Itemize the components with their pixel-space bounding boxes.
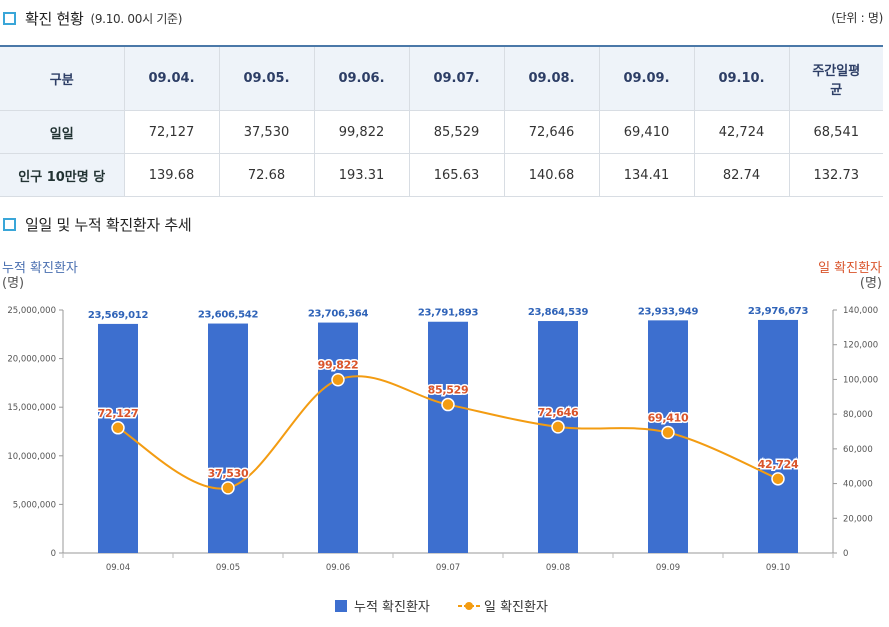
right-tick-label: 40,000 [843,480,873,490]
daily-value-label: 37,530 [208,467,249,480]
table-cell: 85,529 [408,110,505,154]
right-axis-label: 일 확진환자 [818,261,882,276]
bar-value-label: 23,976,673 [748,306,809,317]
x-tick-label: 09.06 [326,563,350,573]
section-title: 확진 현황 [25,10,84,28]
unit-label: (단위 : 명) [831,11,883,25]
stats-table: 구분 09.04. 09.05. 09.06. 09.07. 09.08. 09… [0,45,883,197]
table-row: 일일 72,127 37,530 99,822 85,529 72,646 69… [0,110,883,154]
right-tick-label: 80,000 [843,410,873,420]
square-bullet-icon [3,218,16,231]
table-cell: 140.68 [503,153,600,197]
x-tick-label: 09.08 [546,563,570,573]
table-cell: 72,127 [123,110,220,154]
right-axis-unit: (명) [860,276,882,291]
bar-cumulative [318,322,358,553]
x-tick-label: 09.09 [656,563,680,573]
right-tick-label: 20,000 [843,514,873,524]
table-cell: 42,724 [693,110,790,154]
right-tick-label: 0 [843,549,848,559]
table-header-cell: 구분 [0,45,125,111]
daily-point [661,425,675,440]
legend-line-marker [465,602,473,610]
table-cell: 68,541 [788,110,883,154]
section-title: 일일 및 누적 확진환자 추세 [25,216,192,234]
left-tick-label: 20,000,000 [7,355,56,365]
bar-value-label: 23,706,364 [308,309,369,320]
table-cell: 139.68 [123,153,220,197]
trend-chart: 누적 확진환자 (명) 일 확진환자 (명) 0 5,000,000 10,000,… [2,261,882,615]
table-header-cell: 주간일평균 [788,45,883,111]
table-cell: 165.63 [408,153,505,197]
table-header-cell: 09.04. [123,45,220,111]
x-tick-label: 09.10 [766,563,790,573]
bar-cumulative [538,321,578,553]
bar-cumulative [428,321,468,553]
x-tick-label: 09.07 [436,563,460,573]
right-tick-label: 60,000 [843,445,873,455]
section-subtitle: (9.10. 00시 기준) [90,12,183,26]
daily-value-label: 85,529 [428,384,469,397]
table-cell: 72,646 [503,110,600,154]
daily-point [441,397,455,412]
right-tick-label: 100,000 [843,375,878,385]
daily-value-label: 72,646 [538,406,579,419]
table-header-cell: 09.05. [218,45,315,111]
bar-value-label: 23,864,539 [528,307,589,318]
daily-point [331,372,345,387]
daily-point [551,420,565,434]
left-axis-unit: (명) [2,276,24,291]
row-label: 일일 [0,110,125,154]
bar-cumulative [758,319,798,553]
right-tick-label: 120,000 [843,341,878,351]
daily-point [221,481,235,495]
table-cell: 69,410 [598,110,695,154]
left-tick-label: 0 [51,549,56,559]
table-cell: 134.41 [598,153,695,197]
daily-value-label: 99,822 [318,359,359,372]
bar-value-label: 23,791,893 [418,308,479,319]
table-row: 인구 10만명 당 139.68 72.68 193.31 165.63 140… [0,153,883,197]
table-cell: 37,530 [218,110,315,154]
trend-section-header: 일일 및 누적 확진환자 추세 [3,214,192,235]
x-tick-label: 09.05 [216,563,240,573]
table-header-row: 구분 09.04. 09.05. 09.06. 09.07. 09.08. 09… [0,45,883,111]
daily-point [111,421,125,435]
table-cell: 82.74 [693,153,790,197]
x-tick-label: 09.04 [106,563,130,573]
daily-point [771,472,785,486]
legend-line-label: 일 확진환자 [484,600,548,615]
table-cell: 72.68 [218,153,315,197]
left-axis-label: 누적 확진환자 [2,261,78,276]
daily-value-label: 42,724 [758,458,799,471]
left-tick-label: 25,000,000 [7,306,56,316]
table-cell: 193.31 [313,153,410,197]
bar-value-label: 23,606,542 [198,310,259,321]
table-cell: 99,822 [313,110,410,154]
table-header-cell: 09.10. [693,45,790,111]
legend-bar-swatch [335,600,347,612]
bar-value-label: 23,933,949 [638,306,699,317]
bar-cumulative [208,323,248,553]
table-cell: 132.73 [788,153,883,197]
table-header-cell: 09.06. [313,45,410,111]
square-bullet-icon [3,12,16,25]
table-header-cell: 09.08. [503,45,600,111]
bar-value-label: 23,569,012 [88,310,149,321]
table-header-cell: 09.09. [598,45,695,111]
left-tick-label: 10,000,000 [7,452,56,462]
left-tick-label: 15,000,000 [7,403,56,413]
table-header-cell: 09.07. [408,45,505,111]
daily-value-label: 69,410 [648,412,689,425]
right-tick-label: 140,000 [843,306,878,316]
status-section-header: 확진 현황 (9.10. 00시 기준) [3,8,182,29]
legend-bar-label: 누적 확진환자 [354,600,430,615]
daily-value-label: 72,127 [98,407,139,420]
row-label: 인구 10만명 당 [0,153,125,197]
left-tick-label: 5,000,000 [13,500,56,510]
